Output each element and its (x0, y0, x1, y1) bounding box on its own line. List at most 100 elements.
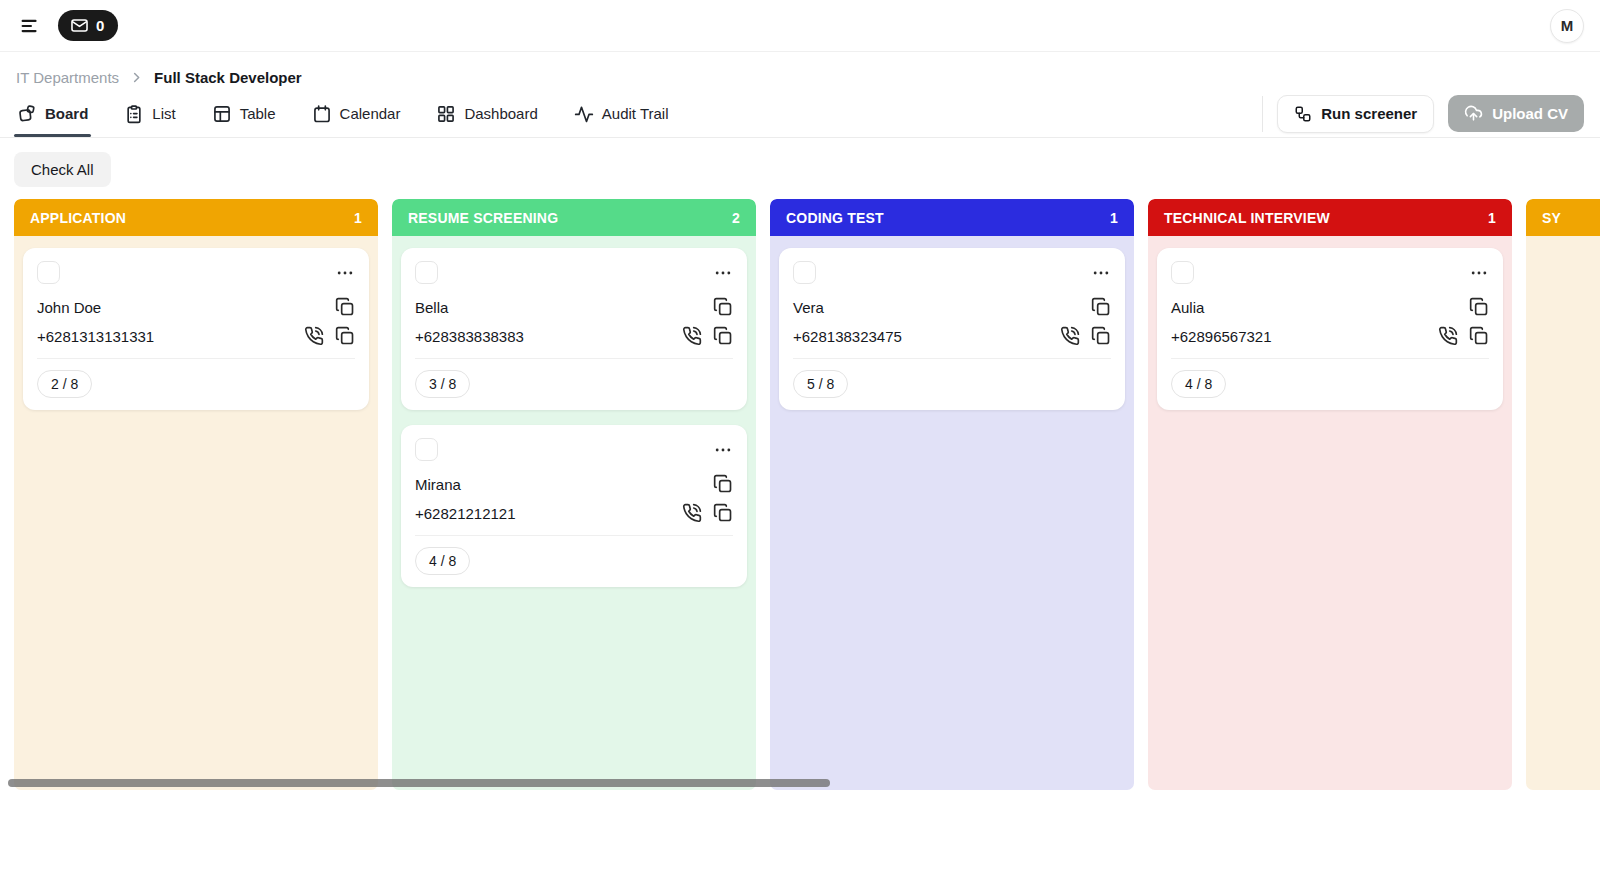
column-header: TECHNICAL INTERVIEW 1 (1148, 199, 1512, 236)
kanban-column: SY (1526, 199, 1600, 790)
horizontal-scrollbar[interactable] (8, 779, 830, 787)
candidate-card[interactable]: Mirana +62821212121 4 / 8 (401, 425, 747, 587)
copy-name-icon[interactable] (1469, 297, 1489, 317)
stage-progress-badge: 4 / 8 (415, 547, 470, 575)
tab-bar: Board List Table Calendar Dashboard Audi… (0, 90, 1600, 138)
more-options-icon[interactable] (713, 263, 733, 283)
candidate-phone: +628383838383 (415, 328, 682, 345)
view-tabs: Board List Table Calendar Dashboard Audi… (16, 90, 670, 137)
candidate-phone: +62896567321 (1171, 328, 1438, 345)
tab-table[interactable]: Table (211, 90, 277, 137)
candidate-name: Bella (415, 299, 713, 316)
divider (1262, 96, 1263, 132)
board-toolbar: Check All (0, 138, 1600, 186)
column-title: CODING TEST (786, 210, 884, 226)
tab-list[interactable]: List (123, 90, 176, 137)
breadcrumb-parent[interactable]: IT Departments (16, 69, 119, 86)
upload-cv-button[interactable]: Upload CV (1448, 95, 1584, 132)
column-body: Aulia +62896567321 4 / 8 (1148, 236, 1512, 790)
candidate-card[interactable]: Bella +628383838383 3 / 8 (401, 248, 747, 410)
copy-phone-icon[interactable] (1469, 326, 1489, 346)
phone-call-icon[interactable] (304, 326, 324, 346)
copy-phone-icon[interactable] (1091, 326, 1111, 346)
column-title: SY (1542, 210, 1561, 226)
column-title: APPLICATION (30, 210, 126, 226)
menu-icon[interactable] (16, 12, 44, 40)
copy-name-icon[interactable] (1091, 297, 1111, 317)
card-checkbox[interactable] (415, 261, 438, 284)
more-options-icon[interactable] (335, 263, 355, 283)
card-checkbox[interactable] (37, 261, 60, 284)
column-count-badge: 2 (732, 210, 740, 226)
mail-count: 0 (96, 17, 104, 34)
stage-progress-badge: 4 / 8 (1171, 370, 1226, 398)
stage-progress-badge: 2 / 8 (37, 370, 92, 398)
tab-audit-trail[interactable]: Audit Trail (573, 90, 670, 137)
candidate-card[interactable]: Vera +628138323475 5 / 8 (779, 248, 1125, 410)
candidate-name: Mirana (415, 476, 713, 493)
copy-phone-icon[interactable] (713, 326, 733, 346)
column-header: CODING TEST 1 (770, 199, 1134, 236)
copy-phone-icon[interactable] (335, 326, 355, 346)
copy-name-icon[interactable] (713, 474, 733, 494)
workflow-icon (1294, 105, 1312, 123)
column-title: RESUME SCREENING (408, 210, 558, 226)
candidate-phone: +6281313131331 (37, 328, 304, 345)
tab-calendar[interactable]: Calendar (311, 90, 402, 137)
more-options-icon[interactable] (713, 440, 733, 460)
column-body (1526, 236, 1600, 790)
kanban-column: APPLICATION 1 John Doe +6281313131331 (14, 199, 378, 790)
breadcrumb: IT Departments Full Stack Developer (0, 52, 1600, 90)
more-options-icon[interactable] (1469, 263, 1489, 283)
cloud-upload-icon (1464, 104, 1483, 123)
phone-call-icon[interactable] (1060, 326, 1080, 346)
chevron-right-icon (129, 70, 144, 85)
divider (415, 358, 733, 359)
card-checkbox[interactable] (415, 438, 438, 461)
stage-progress-badge: 3 / 8 (415, 370, 470, 398)
tab-board[interactable]: Board (16, 90, 89, 137)
divider (415, 535, 733, 536)
table-icon (212, 104, 232, 124)
column-header: APPLICATION 1 (14, 199, 378, 236)
page-title: Full Stack Developer (154, 69, 302, 86)
card-checkbox[interactable] (1171, 261, 1194, 284)
candidate-card[interactable]: John Doe +6281313131331 2 / 8 (23, 248, 369, 410)
tab-dashboard[interactable]: Dashboard (435, 90, 538, 137)
phone-call-icon[interactable] (1438, 326, 1458, 346)
divider (793, 358, 1111, 359)
candidate-phone: +62821212121 (415, 505, 682, 522)
card-checkbox[interactable] (793, 261, 816, 284)
calendar-icon (312, 104, 332, 124)
board-icon (17, 104, 37, 124)
candidate-card[interactable]: Aulia +62896567321 4 / 8 (1157, 248, 1503, 410)
column-count-badge: 1 (1110, 210, 1118, 226)
copy-name-icon[interactable] (713, 297, 733, 317)
copy-name-icon[interactable] (335, 297, 355, 317)
column-header: SY (1526, 199, 1600, 236)
candidate-name: Aulia (1171, 299, 1469, 316)
activity-icon (574, 104, 594, 124)
user-avatar[interactable]: M (1550, 9, 1584, 43)
more-options-icon[interactable] (1091, 263, 1111, 283)
phone-call-icon[interactable] (682, 503, 702, 523)
header-actions: Run screener Upload CV (1262, 90, 1584, 137)
candidate-name: John Doe (37, 299, 335, 316)
mail-counter-pill[interactable]: 0 (58, 10, 118, 41)
kanban-board-viewport: APPLICATION 1 John Doe +6281313131331 (0, 199, 1600, 790)
copy-phone-icon[interactable] (713, 503, 733, 523)
candidate-name: Vera (793, 299, 1091, 316)
mail-icon (70, 16, 89, 35)
column-body: Bella +628383838383 3 / 8 (392, 236, 756, 790)
phone-call-icon[interactable] (682, 326, 702, 346)
kanban-column: TECHNICAL INTERVIEW 1 Aulia +62896567321 (1148, 199, 1512, 790)
list-icon (124, 104, 144, 124)
top-bar: 0 M (0, 0, 1600, 52)
run-screener-button[interactable]: Run screener (1277, 95, 1434, 133)
divider (37, 358, 355, 359)
kanban-board: APPLICATION 1 John Doe +6281313131331 (0, 199, 1600, 790)
column-body: John Doe +6281313131331 2 / 8 (14, 236, 378, 790)
candidate-phone: +628138323475 (793, 328, 1060, 345)
divider (1171, 358, 1489, 359)
check-all-button[interactable]: Check All (14, 152, 111, 187)
